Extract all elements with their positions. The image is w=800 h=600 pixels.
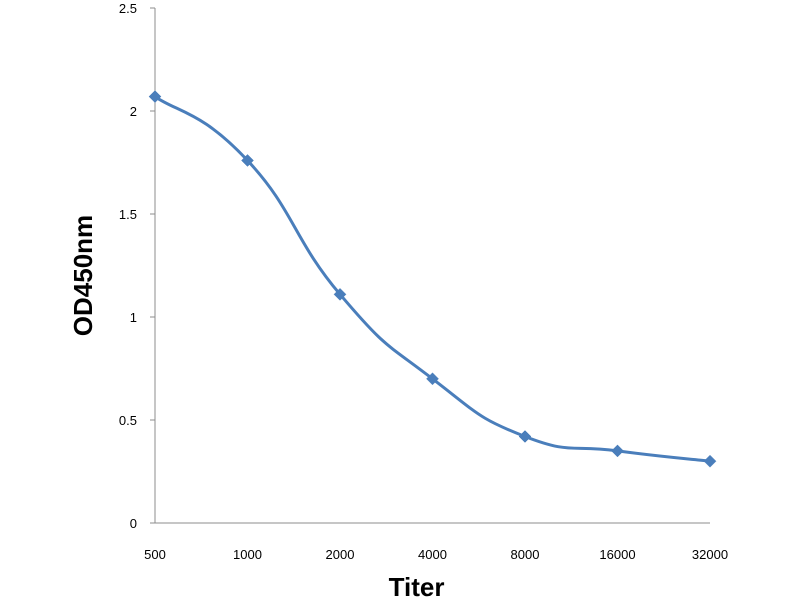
x-tick-label: 1000: [233, 547, 262, 562]
y-tick-label: 0: [130, 516, 137, 531]
data-point-marker: [241, 154, 254, 167]
x-tick-label: 4000: [418, 547, 447, 562]
x-axis: 500 1000 2000 4000 8000 16000 32000: [144, 522, 728, 562]
y-tick-label: 2: [130, 104, 137, 119]
y-tick-label: 0.5: [119, 413, 137, 428]
y-tick-label: 1: [130, 310, 137, 325]
y-tick-label: 2.5: [119, 1, 137, 16]
y-axis: 0 0.5 1 1.5 2 2.5: [119, 1, 156, 531]
data-point-marker: [148, 90, 162, 103]
x-tick-label: 2000: [326, 547, 355, 562]
data-point-marker: [333, 287, 347, 301]
data-point-marker: [703, 454, 717, 468]
data-point-marker: [611, 444, 624, 458]
series-layer: [148, 90, 717, 468]
x-tick-label: 16000: [599, 547, 635, 562]
x-tick-label: 500: [144, 547, 166, 562]
y-tick-label: 1.5: [119, 207, 137, 222]
x-tick-label: 32000: [692, 547, 728, 562]
y-axis-title: OD450nm: [68, 215, 98, 336]
data-point-marker: [518, 430, 532, 443]
x-axis-title: Titer: [389, 572, 445, 600]
x-tick-label: 8000: [511, 547, 540, 562]
series-line: [154, 95, 711, 463]
data-point-marker: [426, 372, 439, 386]
